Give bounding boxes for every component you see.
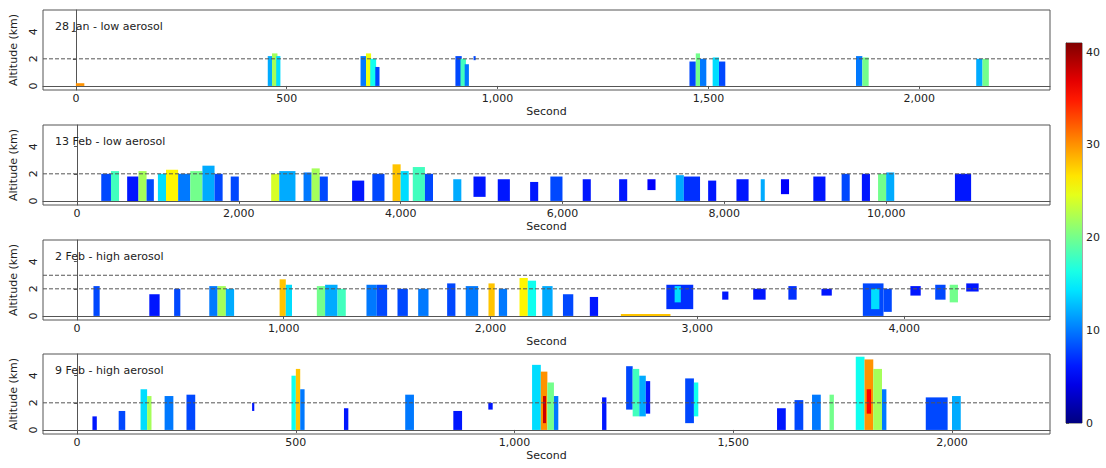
svg-text:4: 4 (27, 28, 40, 35)
svg-text:Second: Second (526, 220, 566, 233)
svg-text:2: 2 (27, 399, 40, 406)
svg-text:2: 2 (27, 285, 40, 292)
svg-text:0: 0 (72, 92, 79, 105)
svg-text:0: 0 (74, 436, 81, 449)
svg-text:9 Feb - high aerosol: 9 Feb - high aerosol (55, 364, 163, 377)
svg-text:28 Jan - low aerosol: 28 Jan - low aerosol (55, 20, 163, 33)
svg-text:2: 2 (27, 170, 40, 177)
svg-text:8,000: 8,000 (709, 207, 741, 220)
svg-text:1,000: 1,000 (268, 322, 300, 335)
svg-text:0: 0 (73, 207, 80, 220)
svg-text:1,500: 1,500 (718, 436, 750, 449)
svg-text:Second: Second (526, 105, 566, 118)
svg-text:Altitude (km): Altitude (km) (7, 14, 20, 86)
svg-text:0: 0 (27, 82, 40, 89)
svg-text:0: 0 (1086, 417, 1093, 430)
svg-text:4,000: 4,000 (385, 207, 417, 220)
svg-text:6,000: 6,000 (547, 207, 579, 220)
svg-text:2,000: 2,000 (223, 207, 255, 220)
svg-text:2,000: 2,000 (475, 322, 507, 335)
svg-text:20: 20 (1086, 231, 1100, 244)
svg-text:2,000: 2,000 (904, 92, 936, 105)
svg-text:4: 4 (27, 258, 40, 265)
svg-text:Altitude (km): Altitude (km) (7, 358, 20, 430)
svg-text:10,000: 10,000 (867, 207, 906, 220)
svg-text:1,000: 1,000 (499, 436, 531, 449)
svg-text:2,000: 2,000 (936, 436, 968, 449)
svg-text:4: 4 (27, 372, 40, 379)
svg-text:1,500: 1,500 (693, 92, 725, 105)
svg-text:10: 10 (1086, 324, 1100, 337)
svg-text:500: 500 (285, 436, 306, 449)
svg-text:0: 0 (27, 197, 40, 204)
svg-text:0: 0 (27, 312, 40, 319)
svg-text:4: 4 (27, 143, 40, 150)
svg-text:Second: Second (526, 335, 566, 348)
svg-text:0: 0 (27, 426, 40, 433)
svg-text:Altitude (km): Altitude (km) (7, 129, 20, 201)
svg-text:Altitude (km): Altitude (km) (7, 244, 20, 316)
svg-text:0: 0 (73, 322, 80, 335)
svg-text:30: 30 (1086, 138, 1100, 151)
svg-text:40: 40 (1086, 46, 1100, 59)
svg-text:13 Feb - low aerosol: 13 Feb - low aerosol (55, 135, 165, 148)
svg-text:2: 2 (27, 55, 40, 62)
svg-text:Second: Second (526, 449, 566, 462)
svg-text:2 Feb - high aerosol: 2 Feb - high aerosol (55, 250, 163, 263)
svg-text:3,000: 3,000 (682, 322, 714, 335)
svg-text:500: 500 (276, 92, 297, 105)
svg-text:1,000: 1,000 (482, 92, 514, 105)
svg-text:4,000: 4,000 (888, 322, 920, 335)
